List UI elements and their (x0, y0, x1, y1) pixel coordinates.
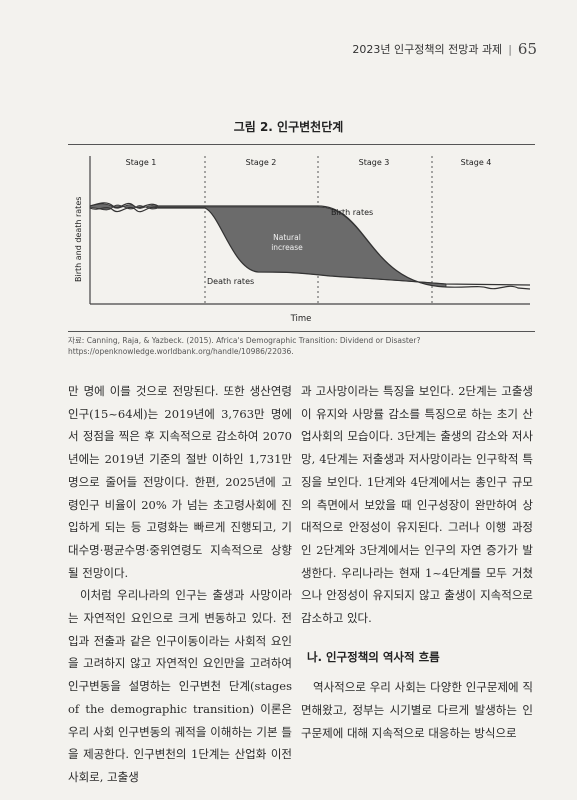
body-paragraph: 만 명에 이를 것으로 전망된다. 또한 생산연령인구(15~64세)는 201… (68, 384, 292, 580)
running-title: 2023년 인구정책의 전망과 과제 (352, 43, 503, 56)
body-column-right: 과 고사망이라는 특징을 보인다. 2단계는 고출생이 유지와 사망률 감소를 … (301, 380, 533, 745)
x-axis-label: Time (290, 314, 312, 324)
figure-title: 그림 2. 인구변천단계 (233, 120, 344, 134)
demographic-transition-chart: Stage 1 Stage 2 Stage 3 Stage 4 Birth ra… (74, 156, 531, 324)
stage-label-4: Stage 4 (461, 158, 492, 167)
page-number: 65 (517, 40, 537, 58)
body-paragraph: 과 고사망이라는 특징을 보인다. 2단계는 고출생이 유지와 사망률 감소를 … (301, 384, 533, 626)
figure-source: 자료: Canning, Raja, & Yazbeck. (2015). Af… (68, 336, 421, 356)
running-header: 2023년 인구정책의 전망과 과제 | 65 (352, 40, 537, 58)
natural-increase-area (89, 203, 447, 288)
figure-top-rule (68, 144, 535, 145)
section-subheading: 나. 인구정책의 역사적 흐름 (307, 649, 440, 664)
body-paragraph: 역사적으로 우리 사회는 다양한 인구문제에 직면해왔고, 정부는 시기별로 다… (301, 680, 533, 740)
stage-label-2: Stage 2 (246, 158, 277, 167)
birth-rates-label: Birth rates (331, 208, 373, 217)
y-axis-label: Birth and death rates (74, 197, 83, 282)
birth-rate-line (89, 202, 531, 290)
body-column-left: 만 명에 이를 것으로 전망된다. 또한 생산연령인구(15~64세)는 201… (68, 380, 292, 789)
death-rates-label: Death rates (207, 277, 254, 286)
header-separator: | (508, 42, 512, 56)
natural-increase-label-line1: Natural (273, 233, 301, 242)
body-paragraph: 이처럼 우리나라의 인구는 출생과 사망이라는 자연적인 요인으로 크게 변동하… (68, 588, 292, 784)
stage-label-1: Stage 1 (126, 158, 157, 167)
death-rate-line (89, 206, 531, 286)
stage-label-3: Stage 3 (359, 158, 390, 167)
natural-increase-label-line2: increase (271, 243, 303, 252)
figure-bottom-rule (68, 331, 535, 332)
